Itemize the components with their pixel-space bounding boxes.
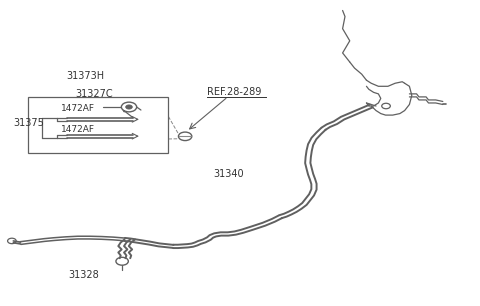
Text: 31327C: 31327C [75,88,113,99]
Text: 31340: 31340 [214,169,244,179]
Text: 1472AF: 1472AF [61,104,95,113]
Text: 31328: 31328 [69,270,99,280]
Text: 31373H: 31373H [66,71,104,81]
Text: 1472AF: 1472AF [61,125,95,134]
Text: REF.28-289: REF.28-289 [206,87,261,97]
Bar [28,97,168,153]
Circle shape [126,105,132,109]
Text: 31375: 31375 [13,118,44,128]
